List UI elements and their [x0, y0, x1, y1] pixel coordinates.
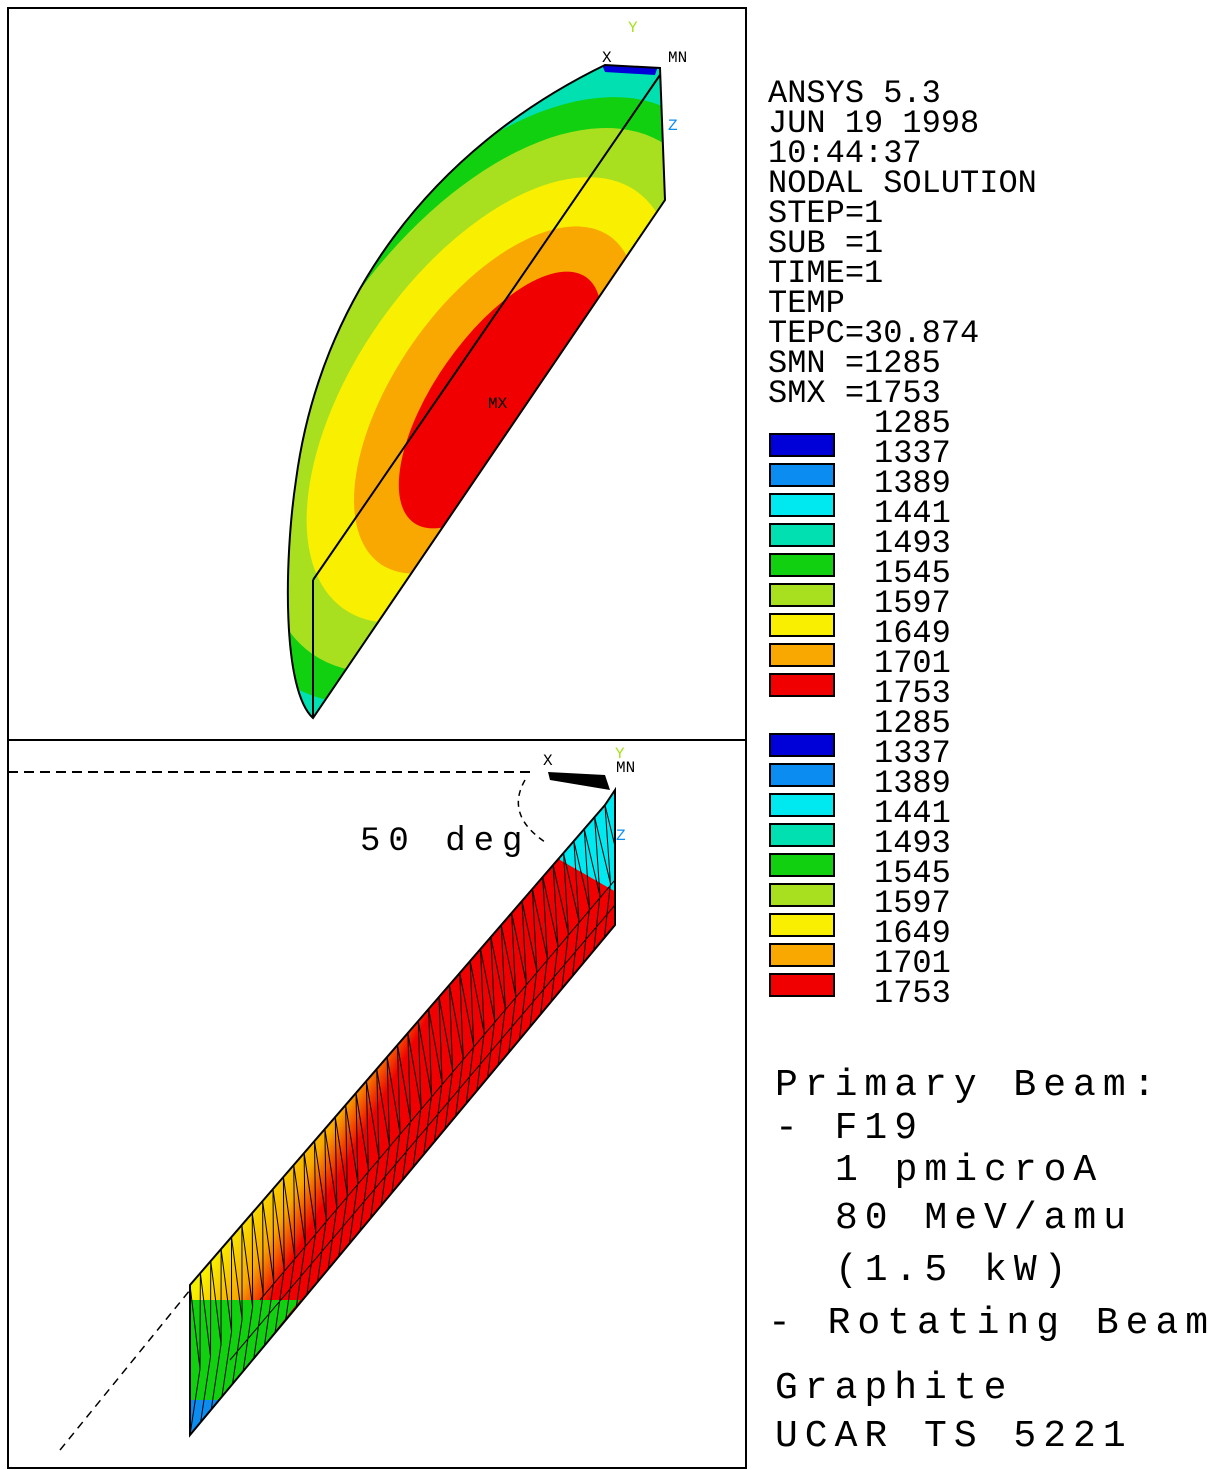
angle-label: 50 deg [360, 823, 530, 861]
legend-swatch [769, 973, 835, 997]
legend-swatch [769, 763, 835, 787]
legend-swatch [769, 793, 835, 817]
angle-arc [517, 779, 546, 843]
legend-value: 1545 [874, 555, 951, 592]
note-line: UCAR TS 5221 [775, 1415, 1133, 1458]
legend-swatch [769, 493, 835, 517]
legend-value: 1441 [874, 495, 951, 532]
header-line: SUB =1 [768, 225, 883, 262]
legend-value: 1753 [874, 675, 951, 712]
legend-swatch [769, 583, 835, 607]
legend-value: 1441 [874, 795, 951, 832]
legend-value: 1389 [874, 465, 951, 502]
legend-swatch [769, 853, 835, 877]
legend-value: 1701 [874, 645, 951, 682]
axis-y: Y [628, 19, 638, 37]
bottom-panel [7, 739, 747, 1469]
legend-swatch [769, 433, 835, 457]
axis-z: Z [616, 827, 626, 845]
legend-swatch [769, 883, 835, 907]
note-line: - F19 [775, 1107, 924, 1150]
min-marker: MN [668, 49, 687, 67]
top-outline [286, 63, 667, 720]
legend-swatch [769, 553, 835, 577]
legend-value: 1597 [874, 585, 951, 622]
legend-value: 1285 [874, 705, 951, 742]
legend-swatch [769, 523, 835, 547]
max-marker: MX [488, 395, 508, 413]
header-line: SMX =1753 [768, 375, 941, 412]
header-line: NODAL SOLUTION [768, 165, 1037, 202]
header-line: ANSYS 5.3 [768, 75, 941, 112]
header-line: TEPC=30.874 [768, 315, 979, 352]
bottom-contours [190, 790, 615, 1435]
legend-value: 1649 [874, 915, 951, 952]
legend-value: 1389 [874, 765, 951, 802]
note-line: 80 MeV/amu [835, 1197, 1133, 1240]
bottom-outline [189, 786, 616, 1438]
header-line: JUN 19 1998 [768, 105, 979, 142]
legend-swatch [769, 643, 835, 667]
legend-swatch [769, 823, 835, 847]
note-line: Primary Beam: [775, 1064, 1162, 1107]
legend-value: 1649 [874, 615, 951, 652]
legend-swatch [769, 913, 835, 937]
legend-value: 1493 [874, 525, 951, 562]
legend-swatch [769, 463, 835, 487]
legend-value: 1597 [874, 885, 951, 922]
note-line: 1 pmicroA [835, 1149, 1103, 1192]
note-line: Graphite [775, 1367, 1013, 1410]
header-line: TEMP [768, 285, 845, 322]
legend-swatch [769, 673, 835, 697]
legend-value: 1337 [874, 435, 951, 472]
note-line: (1.5 kW) [835, 1249, 1073, 1292]
header-line: STEP=1 [768, 195, 883, 232]
legend-swatch [769, 733, 835, 757]
axis-x: X [602, 49, 612, 67]
legend-value: 1285 [874, 405, 951, 442]
header-line: TIME=1 [768, 255, 883, 292]
header-line: 10:44:37 [768, 135, 922, 172]
legend-value: 1701 [874, 945, 951, 982]
axis-z: Z [668, 117, 678, 135]
beam-origin [548, 772, 610, 790]
axis-y: Y [615, 745, 625, 763]
axis-x: X [543, 752, 553, 770]
mesh-lines [190, 790, 615, 1435]
legend-value: 1545 [874, 855, 951, 892]
note-line: - Rotating Beam [768, 1302, 1215, 1345]
header-line: SMN =1285 [768, 345, 941, 382]
legend-swatch [769, 943, 835, 967]
min-marker: MN [616, 759, 635, 777]
beam-line [59, 1289, 191, 1451]
legend-value: 1337 [874, 735, 951, 772]
legend-value: 1493 [874, 825, 951, 862]
legend-value: 1753 [874, 975, 951, 1012]
legend-swatch [769, 613, 835, 637]
